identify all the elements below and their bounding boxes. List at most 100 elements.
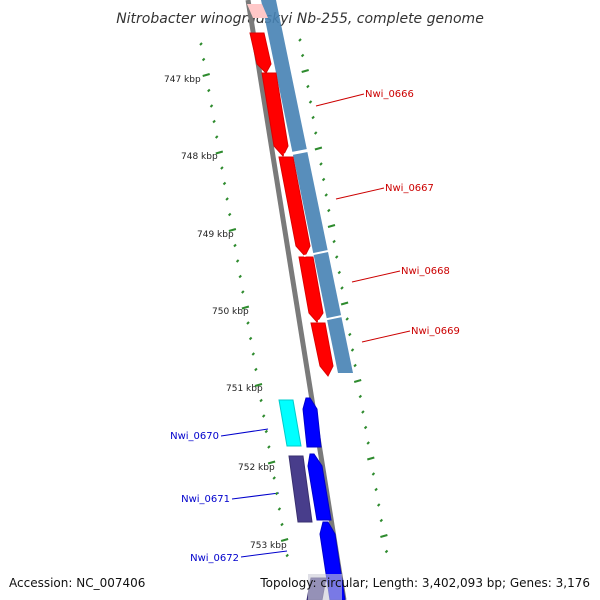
ruler-minor-tick (350, 348, 355, 352)
ruler-major-tick (202, 73, 210, 77)
gene-boundary (317, 315, 343, 322)
gene-boundary (283, 148, 311, 157)
leader-line-nwi-0671 (231, 492, 280, 500)
ruler-minor-tick (337, 270, 342, 275)
ruler-minor-tick (366, 441, 370, 445)
ruler-minor-tick (311, 115, 315, 120)
ruler-minor-tick (313, 131, 318, 135)
cds-track-nwi-0671[interactable] (288, 455, 313, 523)
cds-track-nwi-0670[interactable] (278, 399, 302, 447)
ruler-minor-tick (285, 553, 289, 558)
position-ruler-left (199, 42, 289, 558)
ruler-minor-tick (222, 181, 227, 186)
cds-arrow-nwi-0670[interactable] (302, 397, 322, 448)
ruler-minor-tick (277, 507, 282, 511)
gene-label-nwi-0666[interactable]: Nwi_0666 (365, 89, 414, 100)
ruler-minor-tick (371, 472, 376, 476)
ruler-minor-tick (376, 503, 381, 507)
cds-arrow-nwi-0666[interactable] (249, 32, 272, 74)
leader-line-nwi-0669 (361, 330, 411, 343)
ruler-minor-tick (327, 208, 331, 213)
ruler-minor-tick (233, 243, 237, 248)
ruler-minor-tick (201, 57, 206, 62)
ruler-minor-tick (248, 336, 253, 341)
gene-boundary (303, 250, 329, 257)
accession-text: Accession: NC_007406 (9, 576, 145, 590)
ruler-minor-tick (300, 53, 305, 58)
ruler-minor-tick (361, 410, 365, 414)
ruler-minor-tick (345, 317, 349, 321)
ruler-minor-tick (379, 518, 384, 523)
tick-label-751: 751 kbp (226, 384, 263, 394)
ruler-minor-tick (261, 414, 266, 418)
ruler-minor-tick (334, 255, 339, 259)
ruler-minor-tick (238, 274, 242, 279)
faded-gene-segment (247, 4, 268, 18)
ruler-minor-tick (241, 290, 245, 294)
ruler-minor-tick (227, 212, 232, 217)
ruler-major-tick (228, 228, 237, 232)
tick-label-752: 752 kbp (238, 463, 275, 473)
ruler-minor-tick (348, 332, 352, 337)
ruler-major-tick (280, 538, 289, 542)
gene-label-nwi-0669[interactable]: Nwi_0669 (411, 326, 460, 337)
gene-label-nwi-0670[interactable]: Nwi_0670 (170, 431, 219, 442)
forward-track-band (261, 0, 353, 373)
ruler-minor-tick (264, 429, 269, 434)
ruler-minor-tick (272, 476, 276, 480)
ruler-minor-tick (280, 522, 284, 527)
ruler-major-tick (380, 534, 388, 538)
lower-track-shadow (308, 574, 342, 600)
ruler-minor-tick (374, 487, 378, 492)
ruler-major-tick (367, 456, 375, 461)
ruler-minor-tick (199, 42, 203, 46)
ruler-minor-tick (306, 84, 310, 89)
position-ruler-right (298, 38, 389, 554)
ruler-major-tick (241, 305, 250, 310)
ruler-minor-tick (340, 286, 344, 290)
cds-arrow-nwi-0668[interactable] (278, 156, 311, 257)
map-title: Nitrobacter winogradskyi Nb-255, complet… (116, 11, 484, 27)
ruler-major-tick (327, 224, 336, 228)
ruler-minor-tick (246, 321, 250, 325)
ruler-minor-tick (308, 100, 313, 104)
cds-arrow-nwi-0667[interactable] (261, 72, 289, 157)
ruler-major-tick (340, 301, 349, 306)
ruler-minor-tick (254, 367, 258, 372)
ruler-minor-tick (235, 259, 240, 263)
gene-label-nwi-0672[interactable]: Nwi_0672 (190, 553, 239, 564)
ruler-minor-tick (321, 177, 326, 182)
ruler-minor-tick (332, 239, 336, 244)
ruler-minor-tick (207, 88, 211, 93)
ruler-major-tick (267, 460, 276, 465)
ruler-major-tick (314, 146, 323, 151)
ruler-major-tick (254, 383, 263, 387)
ruler-minor-tick (225, 197, 229, 201)
leader-line-nwi-0672 (240, 550, 288, 558)
ruler-minor-tick (220, 166, 224, 170)
cds-arrow-nwi-0669b[interactable] (310, 322, 334, 377)
ruler-minor-tick (267, 445, 271, 449)
ruler-minor-tick (259, 398, 263, 403)
genome-summary-text: Topology: circular; Length: 3,402,093 bp… (259, 576, 590, 590)
tick-label-747: 747 kbp (164, 75, 201, 85)
ruler-major-tick (301, 69, 309, 73)
tick-label-750: 750 kbp (212, 307, 249, 317)
ruler-minor-tick (275, 491, 279, 496)
gene-label-nwi-0668[interactable]: Nwi_0668 (401, 266, 450, 277)
leader-line-nwi-0670 (220, 428, 269, 437)
leader-line-nwi-0668 (351, 270, 401, 283)
tick-label-748: 748 kbp (181, 152, 218, 162)
gene-label-nwi-0671[interactable]: Nwi_0671 (181, 494, 230, 505)
ruler-minor-tick (353, 363, 357, 368)
gene-label-nwi-0667[interactable]: Nwi_0667 (385, 183, 434, 194)
ruler-minor-tick (319, 162, 323, 166)
ruler-major-tick (353, 379, 362, 383)
cds-arrow-nwi-0671[interactable] (307, 453, 332, 521)
cds-arrow-nwi-0669a[interactable] (298, 256, 324, 323)
leader-line-nwi-0666 (315, 93, 365, 107)
leader-line-nwi-0667 (335, 187, 385, 200)
ruler-minor-tick (298, 38, 302, 42)
ruler-major-tick (215, 150, 224, 155)
ruler-minor-tick (212, 119, 216, 124)
